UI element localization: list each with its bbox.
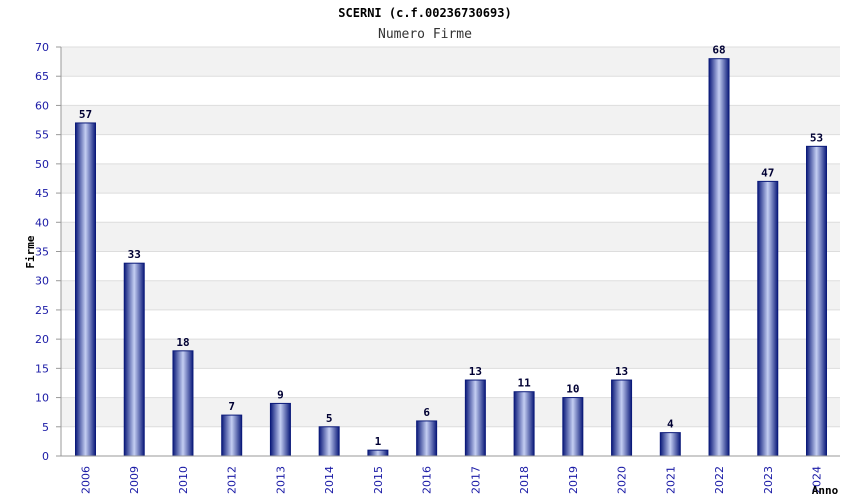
value-label-2012: 7 xyxy=(228,400,235,413)
bar-2016 xyxy=(416,420,438,457)
y-tick-label: 15 xyxy=(35,362,49,375)
bar-2020 xyxy=(611,379,633,457)
x-axis-label: Anno xyxy=(812,484,839,497)
bar-2019 xyxy=(562,397,584,457)
y-tick-label: 40 xyxy=(35,216,49,229)
x-axis-ticks: 2006 2009 2010 2012 2013 2014 2015 2016 2017 2018… xyxy=(80,466,824,494)
y-tick-label: 20 xyxy=(35,333,49,346)
y-axis-ticks: 0 5 10 15 20 25 30 35 40 45 50 55 60 65 70 xyxy=(35,41,61,463)
value-label-2014: 5 xyxy=(326,412,333,425)
bar-2006 xyxy=(75,122,96,457)
y-tick-label: 70 xyxy=(35,41,49,54)
chart-title: SCERNI (c.f.00236730693) xyxy=(338,6,511,20)
bar-2018 xyxy=(513,391,535,457)
bar-2010 xyxy=(172,350,194,457)
value-label-2023: 47 xyxy=(761,166,774,179)
y-tick-label: 0 xyxy=(42,450,49,463)
x-tick-label-2013: 2013 xyxy=(274,466,287,494)
value-label-2020: 13 xyxy=(615,365,628,378)
x-tick-label-2024: 2024 xyxy=(811,466,824,494)
value-label-2022: 68 xyxy=(712,44,725,57)
bar-2024 xyxy=(806,145,827,457)
y-tick-label: 45 xyxy=(35,187,49,200)
x-tick-label-2023: 2023 xyxy=(762,466,775,494)
x-tick-label-2006: 2006 xyxy=(80,466,93,494)
value-labels: 57 33 18 7 9 5 1 6 13 11 10 13 4 68 47 53 xyxy=(79,44,823,448)
bar-2009 xyxy=(123,262,145,457)
value-label-2017: 13 xyxy=(469,365,482,378)
y-tick-label: 60 xyxy=(35,99,49,112)
value-label-2019: 10 xyxy=(566,383,579,396)
y-tick-label: 10 xyxy=(35,392,49,405)
bar-2022 xyxy=(708,58,730,457)
x-tick-label-2020: 2020 xyxy=(616,466,629,494)
x-tick-label-2015: 2015 xyxy=(372,466,385,494)
y-tick-label: 25 xyxy=(35,304,49,317)
x-tick-label-2019: 2019 xyxy=(567,466,580,494)
x-tick-label-2014: 2014 xyxy=(323,466,336,494)
x-tick-label-2012: 2012 xyxy=(226,466,239,494)
x-tick-label-2010: 2010 xyxy=(177,466,190,494)
bars xyxy=(75,58,827,457)
x-tick-label-2016: 2016 xyxy=(421,466,434,494)
value-label-2021: 4 xyxy=(667,418,674,431)
x-tick-label-2021: 2021 xyxy=(664,466,677,494)
y-axis-label: Firme xyxy=(24,235,37,268)
chart-subtitle: Numero Firme xyxy=(378,27,472,42)
value-label-2009: 33 xyxy=(128,248,141,261)
y-tick-label: 35 xyxy=(35,246,49,259)
y-tick-label: 30 xyxy=(35,275,49,288)
bar-2023 xyxy=(757,180,779,457)
x-tick-label-2009: 2009 xyxy=(128,466,141,494)
value-label-2024: 53 xyxy=(810,131,823,144)
value-label-2016: 6 xyxy=(423,406,430,419)
value-label-2006: 57 xyxy=(79,108,92,121)
x-tick-label-2018: 2018 xyxy=(518,466,531,494)
value-label-2010: 18 xyxy=(176,336,189,349)
x-tick-label-2022: 2022 xyxy=(713,466,726,494)
value-label-2018: 11 xyxy=(517,377,531,390)
bar-2017 xyxy=(464,379,486,457)
bar-2012 xyxy=(221,414,243,457)
y-tick-label: 5 xyxy=(42,421,49,434)
value-label-2013: 9 xyxy=(277,388,284,401)
bar-2015 xyxy=(367,449,389,457)
y-tick-label: 55 xyxy=(35,129,49,142)
y-tick-label: 50 xyxy=(35,158,49,171)
y-tick-label: 65 xyxy=(35,70,49,83)
x-tick-label-2017: 2017 xyxy=(469,466,482,494)
bar-2013 xyxy=(269,402,291,457)
bar-2014 xyxy=(318,426,340,457)
value-label-2015: 1 xyxy=(375,435,382,448)
bar-2021 xyxy=(659,432,681,457)
